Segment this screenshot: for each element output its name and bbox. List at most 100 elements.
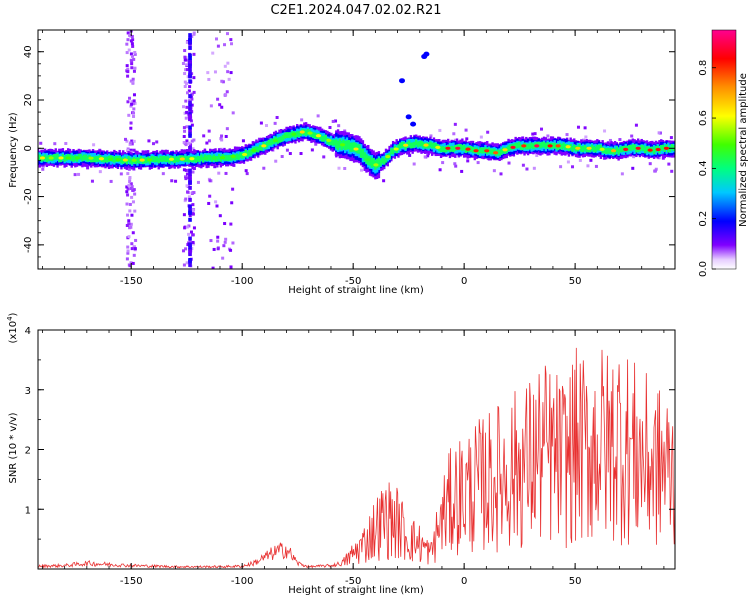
heatmap-hotspot — [48, 156, 54, 160]
heatmap-speckle — [223, 64, 227, 68]
heatmap-speckle — [129, 222, 133, 226]
heatmap-speckle — [316, 114, 320, 118]
heatmap-speckle — [521, 163, 525, 167]
heatmap-band-cell — [422, 142, 425, 148]
heatmap-band-cell — [152, 156, 155, 162]
x-tick-label: -150 — [120, 276, 143, 287]
heatmap-band-cell — [583, 144, 587, 151]
heatmap-band-cell — [480, 147, 484, 154]
heatmap-speckle — [299, 152, 303, 156]
heatmap-speckle — [132, 107, 136, 111]
heatmap-band-cell — [281, 134, 285, 141]
heatmap-speckle — [207, 139, 211, 143]
heatmap-speckle — [126, 147, 130, 151]
y-tick-label: 1 — [25, 505, 31, 516]
heatmap-speckle — [191, 212, 195, 216]
spectrogram-y-axis-label: Frequency (Hz) — [8, 112, 19, 188]
heatmap-band-cell — [358, 144, 361, 154]
heatmap-band-cell — [333, 139, 336, 146]
heatmap-streak-cell — [188, 168, 192, 173]
heatmap-band-cell — [249, 149, 253, 156]
x-tick-label: 0 — [461, 276, 467, 287]
heatmap-speckle — [132, 253, 136, 257]
y-tick-label: 20 — [23, 94, 34, 107]
heatmap-speckle — [191, 240, 195, 244]
heatmap-band-cell — [525, 143, 528, 150]
colorbar-tick-label: 0.4 — [698, 160, 709, 176]
heatmap-speckle — [423, 155, 427, 159]
heatmap-hotspot — [261, 144, 267, 148]
heatmap-hotspot — [122, 158, 128, 162]
heatmap-speckle — [186, 169, 190, 173]
heatmap-speckle — [465, 137, 469, 141]
heatmap-hotspot — [58, 156, 64, 160]
heatmap-speckle — [507, 161, 511, 165]
heatmap-band-cell — [320, 135, 324, 142]
heatmap-band-cell — [368, 156, 372, 166]
heatmap-speckle — [559, 165, 563, 169]
heatmap-speckle — [183, 111, 187, 115]
snr-y-scale-label: (x104) — [6, 312, 19, 343]
heatmap-speckle — [206, 71, 210, 75]
heatmap-speckle — [192, 226, 196, 230]
heatmap-speckle — [182, 140, 186, 144]
heatmap-band-cell — [604, 148, 608, 154]
heatmap-speckle — [546, 134, 550, 138]
heatmap-speckle — [207, 201, 211, 205]
heatmap-speckle — [259, 121, 263, 125]
heatmap-hotspot — [610, 149, 617, 153]
heatmap-band-cell — [608, 147, 611, 154]
heatmap-band-cell — [95, 156, 98, 162]
heatmap-speckle — [661, 156, 665, 160]
heatmap-band-cell — [615, 146, 619, 153]
heatmap-band-cell — [390, 148, 393, 155]
heatmap-band-cell — [539, 142, 542, 149]
snr-x-axis: -150 -100 -50 0 50 — [42, 330, 665, 587]
heatmap-band-cell — [244, 149, 247, 156]
heatmap-band-cell — [349, 142, 352, 152]
heatmap-speckle — [126, 100, 130, 104]
heatmap-speckle — [131, 261, 135, 265]
heatmap-speckle — [183, 84, 187, 88]
heatmap-hotspot — [251, 148, 257, 153]
heatmap-speckle — [125, 51, 129, 55]
heatmap-speckle — [126, 31, 130, 35]
heatmap-band-cell — [606, 147, 610, 154]
heatmap-band-cell — [413, 141, 416, 148]
heatmap-band-cell — [370, 158, 374, 168]
heatmap-streak-cell — [188, 177, 192, 182]
heatmap-band-cell — [198, 156, 201, 163]
heatmap-band-cell — [619, 146, 622, 153]
heatmap-band-cell — [217, 153, 221, 160]
heatmap-band-cell — [280, 136, 283, 143]
heatmap-streak-cell — [188, 242, 192, 247]
heatmap-speckle — [185, 110, 189, 114]
heatmap-band-cell — [500, 148, 503, 155]
heatmap-speckle — [192, 90, 196, 94]
heatmap-band-cell — [581, 146, 585, 153]
heatmap-band-cell — [489, 148, 492, 155]
heatmap-speckle — [226, 70, 230, 74]
heatmap-speckle — [132, 111, 136, 115]
heatmap-band-cell — [597, 144, 601, 151]
heatmap-speckle — [189, 230, 193, 234]
heatmap-speckle — [337, 166, 341, 170]
heatmap-speckle — [41, 167, 45, 171]
heatmap-band-cell — [177, 156, 180, 163]
heatmap-speckle — [223, 240, 227, 244]
heatmap-speckle — [229, 248, 233, 252]
heatmap-speckle — [130, 185, 134, 189]
heatmap-speckle — [314, 142, 318, 146]
heatmap-band-cell — [79, 153, 82, 160]
heatmap-band-cell — [58, 156, 61, 163]
heatmap-band-cell — [97, 156, 100, 162]
heatmap-speckle — [337, 124, 341, 128]
heatmap-band-cell — [207, 154, 210, 161]
colorbar-gradient — [711, 29, 737, 270]
heatmap-band-cell — [407, 140, 411, 147]
heatmap-band-cell — [564, 144, 567, 150]
heatmap-speckle — [132, 148, 136, 152]
y-tick-label: -20 — [23, 188, 34, 204]
heatmap-speckle — [182, 263, 186, 267]
